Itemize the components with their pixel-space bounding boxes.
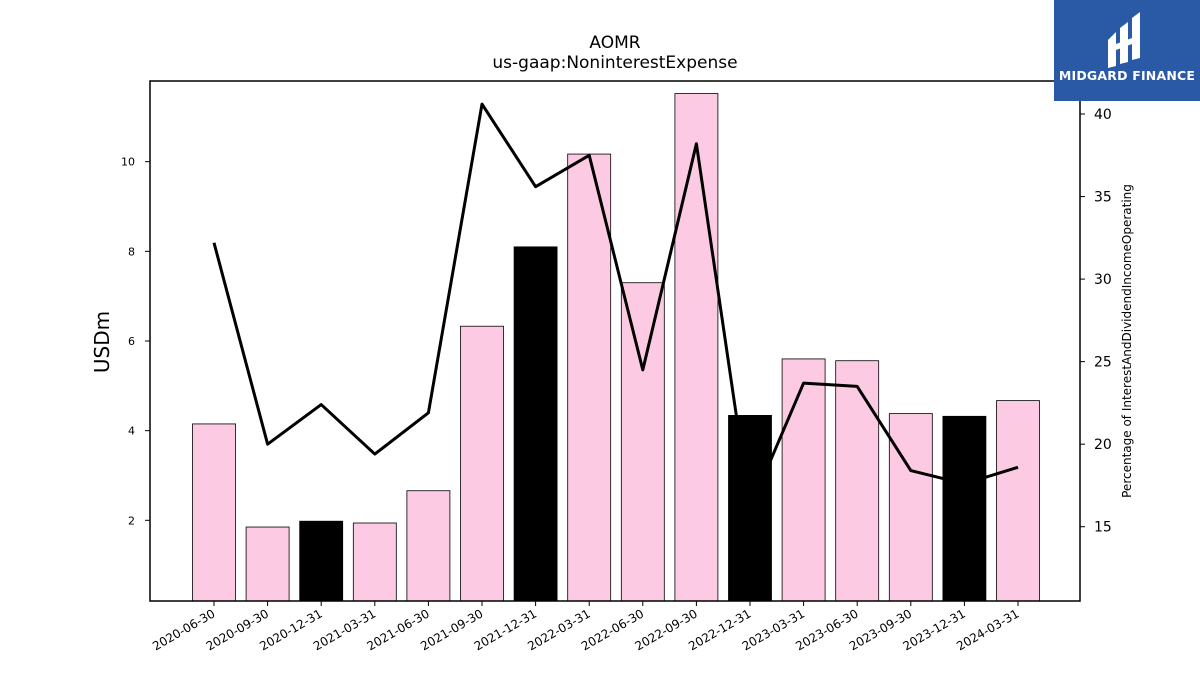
chart-title: AOMR — [589, 33, 640, 53]
y-axis-left: 2 4 6 8 10 — [121, 156, 150, 527]
bar — [674, 93, 719, 602]
y-right-tick-label: 35 — [1094, 190, 1112, 206]
bar — [567, 153, 612, 602]
bar — [513, 246, 558, 602]
y-right-tick-label: 25 — [1094, 355, 1112, 371]
bar — [996, 400, 1040, 602]
bar — [245, 526, 290, 602]
bar — [888, 413, 933, 602]
brand-logo: MIDGARD FINANCE — [1054, 0, 1200, 101]
bar — [352, 522, 397, 602]
bar — [835, 360, 880, 602]
y-left-tick-label: 2 — [128, 514, 135, 527]
y-axis-right-label: Percentage of InterestAndDividendIncomeO… — [1120, 184, 1134, 498]
logo-text: MIDGARD FINANCE — [1058, 68, 1196, 83]
bar — [781, 358, 826, 602]
y-left-tick-label: 4 — [128, 425, 135, 438]
bar — [299, 520, 344, 602]
line-path — [212, 102, 1019, 511]
y-axis-right: 15 20 25 30 35 40 — [1080, 107, 1112, 536]
plot-frame — [149, 80, 1081, 602]
bar — [942, 415, 987, 602]
y-right-tick-label: 40 — [1094, 107, 1112, 123]
y-axis-left-label: USDm — [90, 311, 114, 373]
y-left-tick-label: 8 — [128, 245, 135, 258]
bar — [406, 490, 451, 602]
x-axis: 2020-06-302020-09-302020-12-312021-03-31… — [150, 601, 1022, 653]
y-left-tick-label: 6 — [128, 335, 135, 348]
y-right-tick-label: 15 — [1094, 520, 1112, 536]
midgard-finance-logo-icon — [1108, 12, 1140, 68]
bar-series — [192, 93, 1040, 602]
y-left-tick-label: 10 — [121, 156, 135, 169]
y-right-tick-label: 20 — [1094, 437, 1112, 453]
y-right-tick-label: 30 — [1094, 272, 1112, 288]
bar — [192, 423, 236, 602]
bar — [460, 325, 504, 602]
chart-subtitle: us-gaap:NoninterestExpense — [492, 53, 737, 73]
bar — [620, 282, 665, 602]
line-series — [212, 102, 1019, 511]
